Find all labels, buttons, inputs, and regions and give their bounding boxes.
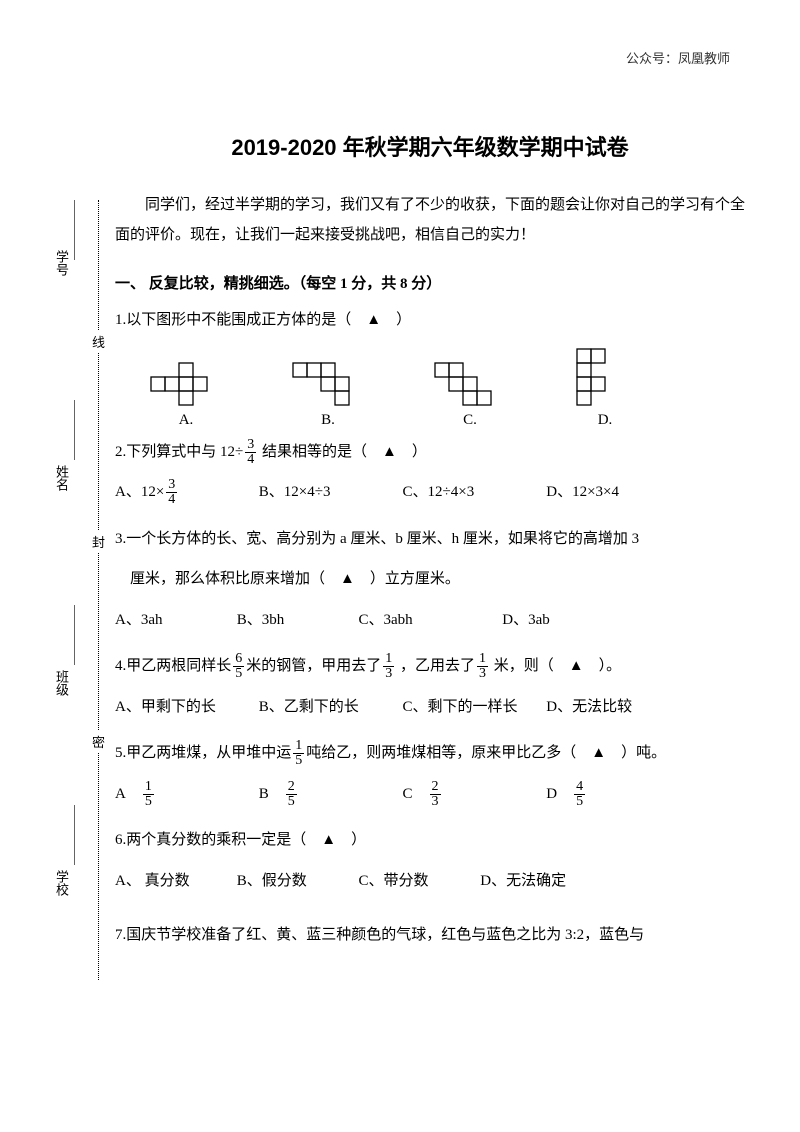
seal-char-1: 线: [92, 330, 105, 353]
q4-m2: ，乙用去了: [396, 658, 475, 674]
q2-post: 结果相等的是（ ▲ ）: [258, 444, 427, 460]
q4-post: 米，则（ ▲ ）。: [490, 658, 621, 674]
side-label-name: 姓名: [52, 465, 71, 491]
net-b-svg: [292, 362, 364, 406]
net-c: C.: [434, 362, 506, 429]
side-panel: 学号 ＿＿＿＿ 线 姓名 ＿＿＿＿ 封 班级 ＿＿＿＿ 密 学校 ＿＿＿＿: [30, 200, 95, 980]
q5-post: 吨给乙，则两堆煤相等，原来甲比乙多（ ▲ ）吨。: [306, 745, 666, 761]
q2-D: D、12×3×4: [546, 475, 619, 510]
seal-char-3: 密: [92, 730, 105, 753]
q6-A: A、 真分数: [115, 864, 233, 899]
q5-options: A 15 B 25 C 23 D 45: [115, 777, 745, 812]
q5-f1: 15: [293, 739, 304, 768]
q4-C: C、剩下的一样长: [403, 690, 543, 725]
net-a-svg: [150, 362, 222, 406]
side-label-id: 学号: [52, 250, 71, 276]
q7-text: 7.国庆节学校准备了红、黄、蓝三种颜色的气球，红色与蓝色之比为 3:2，蓝色与: [115, 918, 745, 953]
page-title: 2019-2020 年秋学期六年级数学期中试卷: [115, 130, 745, 162]
q4-options: A、甲剩下的长 B、乙剩下的长 C、剩下的一样长 D、无法比较: [115, 690, 745, 725]
q5-D: D 45: [546, 777, 587, 812]
q4-f3: 13: [477, 652, 488, 681]
q5-text: 5.甲乙两堆煤，从甲堆中运15吨给乙，则两堆煤相等，原来甲比乙多（ ▲ ）吨。: [115, 736, 745, 771]
net-c-label: C.: [463, 412, 477, 428]
q1-text: 1.以下图形中不能围成正方体的是（ ▲ ）: [115, 303, 745, 338]
net-d-label: D.: [598, 412, 613, 428]
q5-C: C 23: [403, 777, 543, 812]
q3-C: C、3abh: [359, 603, 499, 638]
net-b: B.: [292, 362, 364, 429]
side-label-school: 学校: [52, 870, 71, 896]
q6-text: 6.两个真分数的乘积一定是（ ▲ ）: [115, 823, 745, 858]
q2-B: B、12×4÷3: [259, 475, 399, 510]
q2-pre: 2.下列算式中与 12÷: [115, 444, 243, 460]
seal-line: [98, 200, 99, 980]
header-source: 公众号：凤凰教师: [626, 48, 730, 67]
q2-frac: 34: [245, 438, 256, 467]
q4-B: B、乙剩下的长: [259, 690, 399, 725]
section-1-title: 一、 反复比较，精挑细选。（每空 1 分，共 8 分）: [115, 272, 745, 293]
q4-pre: 4.甲乙两根同样长: [115, 658, 231, 674]
net-b-label: B.: [321, 412, 335, 428]
q4-f2: 13: [383, 652, 394, 681]
net-d-svg: [576, 348, 634, 406]
q6-B: B、假分数: [237, 864, 355, 899]
q3-options: A、3ah B、3bh C、3abh D、3ab: [115, 603, 745, 638]
q5-B: B 25: [259, 777, 399, 812]
q5-A: A 15: [115, 777, 255, 812]
net-d: D.: [576, 348, 634, 429]
q3-D: D、3ab: [502, 603, 550, 638]
content-area: 2019-2020 年秋学期六年级数学期中试卷 同学们，经过半学期的学习，我们又…: [115, 130, 745, 959]
q3-line2: 厘米，那么体积比原来增加（ ▲ ）立方厘米。: [115, 562, 745, 597]
q5-pre: 5.甲乙两堆煤，从甲堆中运: [115, 745, 291, 761]
q2-A: A、12×34: [115, 475, 255, 510]
q2-options: A、12×34 B、12×4÷3 C、12÷4×3 D、12×3×4: [115, 475, 745, 510]
side-underline-id: ＿＿＿＿: [70, 200, 91, 260]
side-label-class: 班级: [52, 670, 71, 696]
side-underline-name: ＿＿＿＿: [70, 400, 91, 460]
q2-text: 2.下列算式中与 12÷34 结果相等的是（ ▲ ）: [115, 435, 745, 470]
q2-C: C、12÷4×3: [403, 475, 543, 510]
q3-B: B、3bh: [237, 603, 355, 638]
net-a: A.: [150, 362, 222, 429]
intro-text: 同学们，经过半学期的学习，我们又有了不少的收获，下面的题会让你对自己的学习有个全…: [115, 190, 745, 250]
net-c-svg: [434, 362, 506, 406]
q4-text: 4.甲乙两根同样长65米的钢管，甲用去了13 ，乙用去了13 米，则（ ▲ ）。: [115, 649, 745, 684]
side-underline-class: ＿＿＿＿: [70, 605, 91, 665]
net-a-label: A.: [179, 412, 194, 428]
q3-A: A、3ah: [115, 603, 233, 638]
q6-D: D、无法确定: [480, 864, 566, 899]
q6-C: C、带分数: [359, 864, 477, 899]
q6-options: A、 真分数 B、假分数 C、带分数 D、无法确定: [115, 864, 745, 899]
q1-nets: A. B. C.: [150, 348, 745, 429]
seal-char-2: 封: [92, 530, 105, 553]
q4-A: A、甲剩下的长: [115, 690, 255, 725]
side-underline-school: ＿＿＿＿: [70, 805, 91, 865]
q4-D: D、无法比较: [546, 690, 632, 725]
q4-m1: 米的钢管，甲用去了: [246, 658, 381, 674]
q4-f1: 65: [233, 652, 244, 681]
q3-line1: 3.一个长方体的长、宽、高分别为 a 厘米、b 厘米、h 厘米，如果将它的高增加…: [115, 522, 745, 557]
